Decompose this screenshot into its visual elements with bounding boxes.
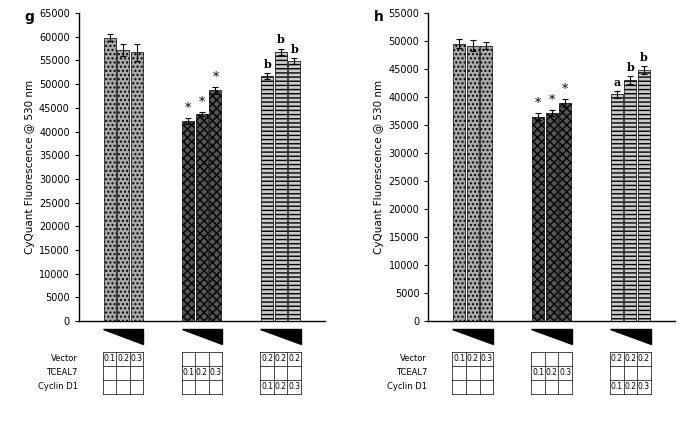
Text: 0.3: 0.3 xyxy=(480,355,493,363)
Text: a: a xyxy=(613,77,621,88)
Text: *: * xyxy=(549,94,555,107)
Text: 0.2: 0.2 xyxy=(545,368,558,377)
Bar xyxy=(638,70,650,321)
Y-axis label: CyQuant Fluorescence @ 530 nm: CyQuant Fluorescence @ 530 nm xyxy=(25,80,35,254)
Text: b: b xyxy=(277,34,285,46)
Text: 0.2: 0.2 xyxy=(625,382,636,391)
Text: *: * xyxy=(562,82,569,95)
Polygon shape xyxy=(453,329,493,344)
Bar xyxy=(275,52,286,321)
Bar xyxy=(288,61,300,321)
Text: *: * xyxy=(185,102,192,115)
Text: 0.2: 0.2 xyxy=(117,355,129,363)
Text: 0.2: 0.2 xyxy=(275,355,287,363)
Bar xyxy=(453,44,465,321)
Bar xyxy=(467,46,479,321)
Text: b: b xyxy=(640,52,648,63)
Text: Cyclin D1: Cyclin D1 xyxy=(38,382,77,391)
Text: 0.2: 0.2 xyxy=(611,355,623,363)
Bar xyxy=(103,38,116,321)
Text: Vector: Vector xyxy=(400,355,427,363)
Text: b: b xyxy=(627,62,634,73)
Bar xyxy=(546,113,558,321)
Text: 0.2: 0.2 xyxy=(288,355,300,363)
Text: *: * xyxy=(199,95,205,108)
Bar xyxy=(196,114,208,321)
Text: 0.2: 0.2 xyxy=(275,382,287,391)
Text: 0.3: 0.3 xyxy=(638,382,650,391)
Text: TCEAL7: TCEAL7 xyxy=(396,368,427,377)
Bar xyxy=(532,117,544,321)
Polygon shape xyxy=(182,329,222,344)
Text: 0.2: 0.2 xyxy=(196,368,208,377)
Text: *: * xyxy=(212,71,219,84)
Text: TCEAL7: TCEAL7 xyxy=(46,368,77,377)
Text: b: b xyxy=(263,59,271,70)
Text: 0.1: 0.1 xyxy=(103,355,116,363)
Bar xyxy=(210,90,221,321)
Text: 0.1: 0.1 xyxy=(182,368,195,377)
Bar xyxy=(261,76,273,321)
Polygon shape xyxy=(260,329,301,344)
Text: Vector: Vector xyxy=(51,355,77,363)
Text: 0.2: 0.2 xyxy=(466,355,479,363)
Text: 0.3: 0.3 xyxy=(559,368,571,377)
Bar xyxy=(182,121,195,321)
Y-axis label: CyQuant Fluorescence @ 530 nm: CyQuant Fluorescence @ 530 nm xyxy=(375,80,384,254)
Text: 0.1: 0.1 xyxy=(611,382,623,391)
Text: 0.3: 0.3 xyxy=(131,355,142,363)
Text: 0.1: 0.1 xyxy=(532,368,544,377)
Polygon shape xyxy=(103,329,143,344)
Polygon shape xyxy=(610,329,651,344)
Text: h: h xyxy=(374,10,384,24)
Bar xyxy=(117,50,129,321)
Bar xyxy=(625,80,636,321)
Text: 0.3: 0.3 xyxy=(288,382,300,391)
Text: 0.2: 0.2 xyxy=(638,355,650,363)
Text: 0.3: 0.3 xyxy=(210,368,221,377)
Text: 0.1: 0.1 xyxy=(261,382,273,391)
Bar xyxy=(611,94,623,321)
Text: Cyclin D1: Cyclin D1 xyxy=(387,382,427,391)
Text: 0.1: 0.1 xyxy=(453,355,465,363)
Bar xyxy=(559,103,571,321)
Bar xyxy=(480,46,493,321)
Text: *: * xyxy=(535,97,541,110)
Text: 0.2: 0.2 xyxy=(625,355,636,363)
Text: g: g xyxy=(25,10,34,24)
Text: 0.2: 0.2 xyxy=(261,355,273,363)
Polygon shape xyxy=(532,329,572,344)
Text: b: b xyxy=(290,43,298,55)
Bar xyxy=(131,53,142,321)
